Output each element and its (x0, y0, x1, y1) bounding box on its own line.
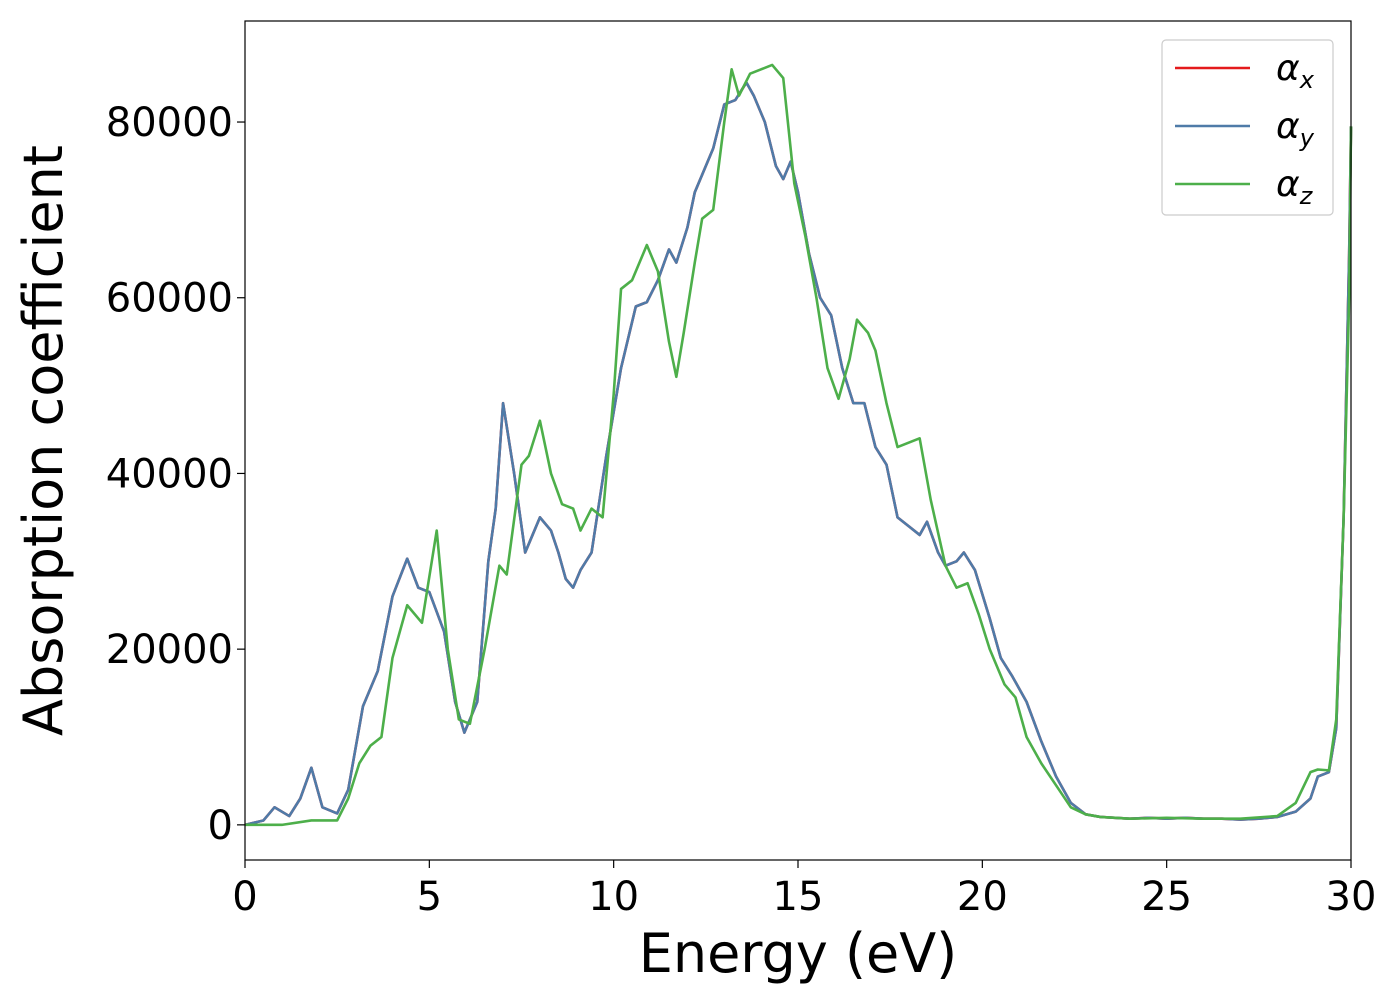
x-tick-label: 0 (232, 874, 257, 920)
y-tick-label: 40000 (106, 451, 233, 497)
legend-label-y: αy (1276, 106, 1315, 152)
x-axis-label: Energy (eV) (639, 922, 958, 985)
legend-label-x: αx (1276, 48, 1315, 94)
legend: αx αy αz (1161, 39, 1334, 216)
x-tick-label: 20 (957, 874, 1008, 920)
x-tick-label: 10 (588, 874, 639, 920)
series-line-z (245, 63, 1353, 827)
series-layer (244, 63, 1353, 827)
y-axis-label: Absorption coefficient (12, 145, 75, 736)
y-tick-label: 60000 (106, 276, 233, 322)
legend-label-z: αz (1276, 164, 1314, 210)
legend-box (1161, 39, 1334, 216)
y-tick-label: 80000 (106, 100, 233, 146)
y-tick-label: 0 (208, 803, 233, 849)
x-tick-label: 25 (1141, 874, 1192, 920)
x-axis-ticks: 0 5 10 15 20 25 30 (232, 860, 1376, 920)
x-tick-label: 30 (1326, 874, 1377, 920)
y-axis-ticks: 0 20000 40000 60000 80000 (106, 100, 245, 849)
x-tick-label: 5 (417, 874, 442, 920)
y-tick-label: 20000 (106, 627, 233, 673)
x-tick-label: 15 (773, 874, 824, 920)
